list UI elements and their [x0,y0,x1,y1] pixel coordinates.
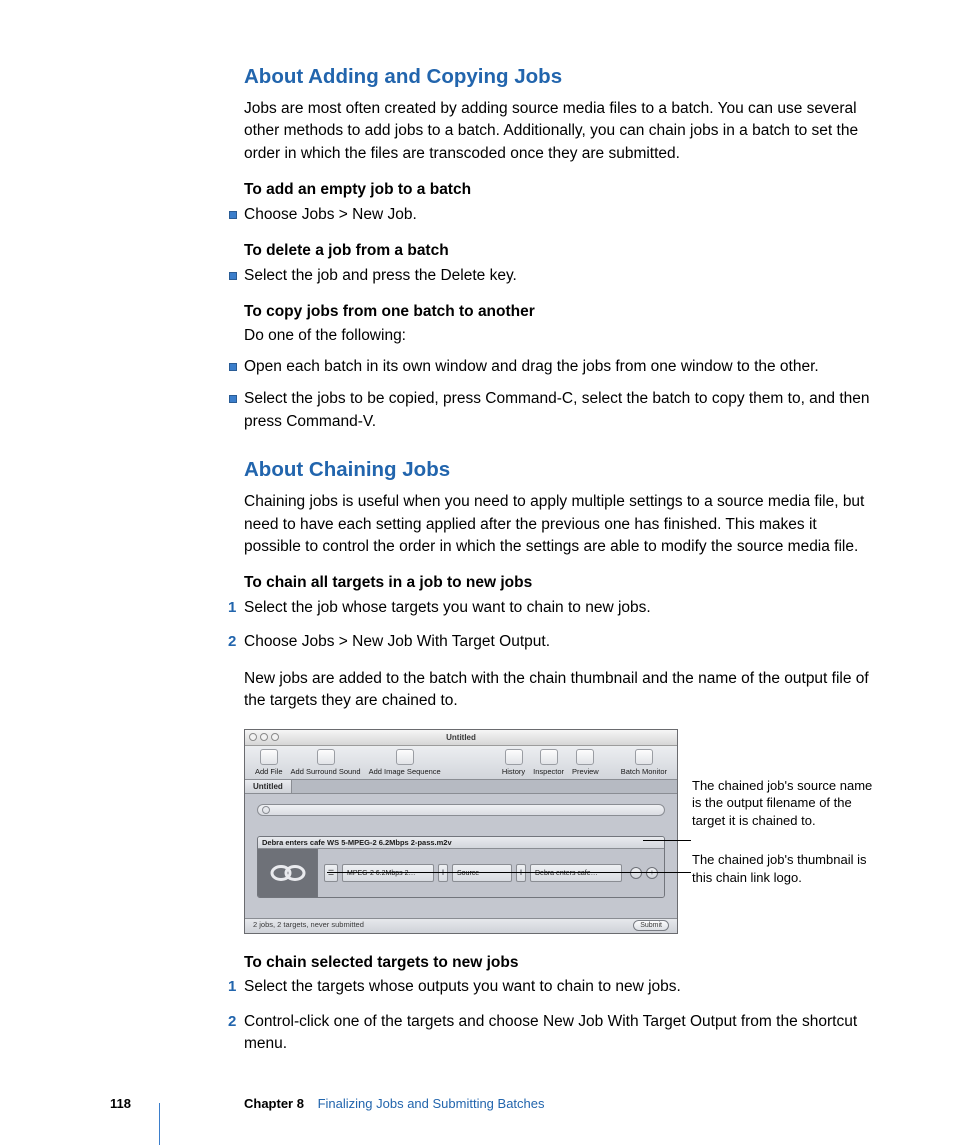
batch-monitor-icon [635,749,653,765]
page: About Adding and Copying Jobs Jobs are m… [0,0,954,1145]
section2-para: Chaining jobs is useful when you need to… [244,491,874,558]
s2-task1-steps: Select the job whose targets you want to… [244,597,874,654]
tb-label: History [502,767,525,778]
inspector-icon [540,749,558,765]
target-destination[interactable]: Source [452,864,512,882]
toolbar: Add File Add Surround Sound Add Image Se… [245,746,677,780]
tb-label: Preview [572,767,599,778]
task2-title: To delete a job from a batch [244,240,874,262]
status-bar: 2 jobs, 2 targets, never submitted Submi… [245,918,677,933]
target-filename[interactable]: Debra enters cafe… [530,864,622,882]
chapter-label: Chapter 8 [244,1096,304,1111]
batch-tab[interactable]: Untitled [245,780,292,793]
tb-add-image-seq[interactable]: Add Image Sequence [365,748,445,778]
tb-batch-monitor[interactable]: Batch Monitor [617,748,671,778]
traffic-zoom-icon [271,733,279,741]
add-file-icon [260,749,278,765]
add-target-button[interactable]: + [646,867,658,879]
figure-row: Untitled Add File Add Surround Sound Add… [244,729,874,934]
step-item: Control-click one of the targets and cho… [244,1011,874,1056]
tb-add-file[interactable]: Add File [251,748,287,778]
section1-heading: About Adding and Copying Jobs [244,62,874,92]
batch-canvas: Debra enters cafe WS 5-MPEG-2 6.2Mbps 2-… [245,794,677,918]
target-row[interactable]: ☰ MPEG-2 6.2Mbps 2… ‖ Source ‖ Debra ent… [318,849,664,897]
tb-label: Add Image Sequence [369,767,441,778]
bullet-item: Select the jobs to be copied, press Comm… [244,388,874,433]
image-seq-icon [396,749,414,765]
divider-icon: ‖ [438,864,448,882]
task1-bullets: Choose Jobs > New Job. [244,204,874,226]
bullet-item: Select the job and press the Delete key. [244,265,874,287]
history-icon [505,749,523,765]
task3-lead: Do one of the following: [244,325,874,347]
remove-target-button[interactable]: − [630,867,642,879]
target-grip-icon[interactable]: ☰ [324,864,338,882]
traffic-lights [249,733,279,741]
callouts: The chained job's source name is the out… [692,729,874,909]
chapter-title: Finalizing Jobs and Submitting Batches [318,1096,545,1111]
tb-label: Add File [255,767,283,778]
callout-source-name: The chained job's source name is the out… [692,777,874,830]
target-setting[interactable]: MPEG-2 6.2Mbps 2… [342,864,434,882]
step-item: Choose Jobs > New Job With Target Output… [244,631,874,653]
chained-job-card[interactable]: Debra enters cafe WS 5-MPEG-2 6.2Mbps 2-… [257,836,665,898]
leader-line [643,840,691,841]
chain-thumbnail [258,849,318,897]
section2-heading: About Chaining Jobs [244,455,874,485]
tb-label: Inspector [533,767,564,778]
divider-icon: ‖ [516,864,526,882]
s2-task1-after: New jobs are added to the batch with the… [244,668,874,713]
chain-link-icon [268,862,308,884]
leader-line [327,872,691,873]
job-body: ☰ MPEG-2 6.2Mbps 2… ‖ Source ‖ Debra ent… [258,849,664,897]
margin-rule [159,1103,160,1145]
preview-icon [576,749,594,765]
tab-strip: Untitled [245,780,677,794]
status-text: 2 jobs, 2 targets, never submitted [253,920,364,931]
task3-title: To copy jobs from one batch to another [244,301,874,323]
task3-bullets: Open each batch in its own window and dr… [244,356,874,433]
tb-label: Batch Monitor [621,767,667,778]
page-number: 118 [110,1095,131,1114]
tb-label: Add Surround Sound [291,767,361,778]
step-item: Select the targets whose outputs you wan… [244,976,874,998]
job-source-name: Debra enters cafe WS 5-MPEG-2 6.2Mbps 2-… [258,837,664,849]
screenshot-window: Untitled Add File Add Surround Sound Add… [244,729,678,934]
step-item: Select the job whose targets you want to… [244,597,874,619]
surround-icon [317,749,335,765]
s2-task1-title: To chain all targets in a job to new job… [244,572,874,594]
window-title: Untitled [446,733,476,742]
page-footer: 118 Chapter 8 Finalizing Jobs and Submit… [0,1095,954,1115]
window-titlebar: Untitled [245,730,677,746]
bullet-item: Choose Jobs > New Job. [244,204,874,226]
tb-inspector[interactable]: Inspector [529,748,568,778]
task2-bullets: Select the job and press the Delete key. [244,265,874,287]
tb-preview[interactable]: Preview [568,748,603,778]
submit-button[interactable]: Submit [633,920,669,931]
task1-title: To add an empty job to a batch [244,179,874,201]
tb-history[interactable]: History [498,748,529,778]
callout-thumbnail: The chained job's thumbnail is this chai… [692,851,874,886]
section1-para: Jobs are most often created by adding so… [244,98,874,165]
chapter-ref: Chapter 8 Finalizing Jobs and Submitting… [244,1095,545,1114]
bullet-item: Open each batch in its own window and dr… [244,356,874,378]
job-disclosure-icon[interactable] [262,806,270,814]
s2-task2-steps: Select the targets whose outputs you wan… [244,976,874,1055]
s2-task2-title: To chain selected targets to new jobs [244,952,874,974]
traffic-min-icon [260,733,268,741]
traffic-close-icon [249,733,257,741]
empty-job-bar[interactable] [257,804,665,816]
tb-add-surround[interactable]: Add Surround Sound [287,748,365,778]
